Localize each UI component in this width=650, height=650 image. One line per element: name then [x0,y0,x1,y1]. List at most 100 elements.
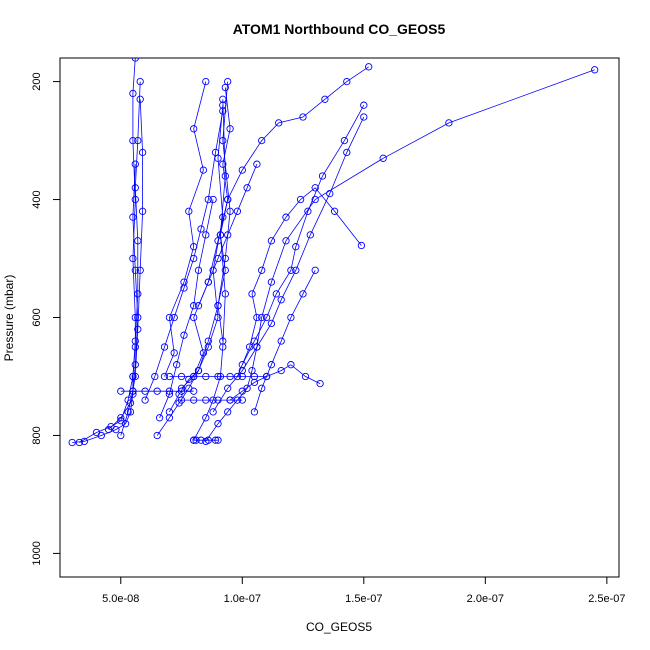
series-line [79,81,141,443]
data-point [591,66,599,74]
data-point [177,387,186,395]
y-axis: 200 400 600 800 1000 [31,72,61,566]
data-point [318,172,327,180]
data-point [250,372,259,381]
data-point [379,154,387,162]
data-point [275,119,283,127]
data-point [219,343,227,351]
data-point [92,428,101,437]
data-point [340,136,349,145]
data-point [214,436,222,444]
data-point [209,408,217,416]
data-point [214,313,222,322]
data-point [296,195,305,204]
series-line [181,66,369,389]
series-23 [190,436,222,444]
data-point [221,172,229,180]
data-point [155,414,164,422]
data-point [190,387,198,395]
data-point [170,349,178,357]
series-line [144,111,224,401]
data-point [117,414,125,422]
data-point [131,58,139,62]
y-tick-label: 400 [31,190,43,208]
data-point [134,313,142,322]
x-tick-label: 2.0e-07 [467,593,504,605]
data-point [267,361,276,369]
data-point [134,290,142,298]
data-point [250,378,259,387]
series-20 [250,266,319,416]
series-line [72,58,136,443]
data-point [131,266,139,274]
data-point [204,337,212,345]
data-point [211,436,220,444]
data-point [326,189,334,198]
data-point [299,113,307,121]
data-point [194,266,203,274]
series-22 [194,160,261,310]
data-point [165,372,174,381]
data-point [258,266,266,274]
data-point [151,372,159,381]
data-point [170,313,178,322]
data-point [160,372,169,381]
data-point [253,160,261,168]
y-tick-label: 200 [31,72,43,90]
data-point [190,254,198,263]
data-point [301,372,310,381]
data-point [194,366,203,375]
series-13 [238,101,368,369]
data-point [272,290,280,298]
y-tick-label: 600 [31,308,43,326]
series-1 [68,58,139,447]
data-point [233,207,242,215]
data-point [75,438,84,447]
data-point [267,237,276,245]
series-11 [160,77,210,381]
data-point [343,148,351,157]
data-point [68,438,76,447]
data-point [357,241,366,250]
plot-area [68,58,599,447]
data-point [238,166,246,174]
data-point [202,77,210,86]
data-point [238,372,246,381]
data-point [126,408,135,416]
series-line [198,164,258,306]
data-point [131,361,139,369]
series-line [229,364,321,401]
x-axis-label: CO_GEOS5 [306,620,372,634]
data-point [343,77,351,86]
x-axis: 5.0e-08 1.0e-07 1.5e-07 2.0e-07 2.5e-07 [102,576,626,605]
y-tick-label: 800 [31,426,43,444]
data-point [117,387,125,395]
data-point [321,95,329,103]
data-point [134,325,142,333]
data-point [221,290,229,298]
data-point [360,101,368,109]
data-point [117,431,125,440]
data-point [360,113,368,121]
data-point [165,414,174,422]
data-point [277,337,285,345]
data-point [277,296,285,304]
data-point [190,396,198,404]
data-point [173,361,181,369]
data-point [202,231,210,239]
data-point [292,243,300,251]
data-point [204,343,212,351]
x-tick-label: 1.5e-07 [345,593,382,605]
data-point [226,125,234,133]
data-point [165,408,174,416]
data-point [287,361,295,369]
data-point [209,195,217,204]
series-19 [214,83,234,345]
data-point [224,408,232,416]
data-point [160,343,169,351]
data-point [136,95,144,103]
data-point [131,184,139,192]
data-point [224,384,232,392]
